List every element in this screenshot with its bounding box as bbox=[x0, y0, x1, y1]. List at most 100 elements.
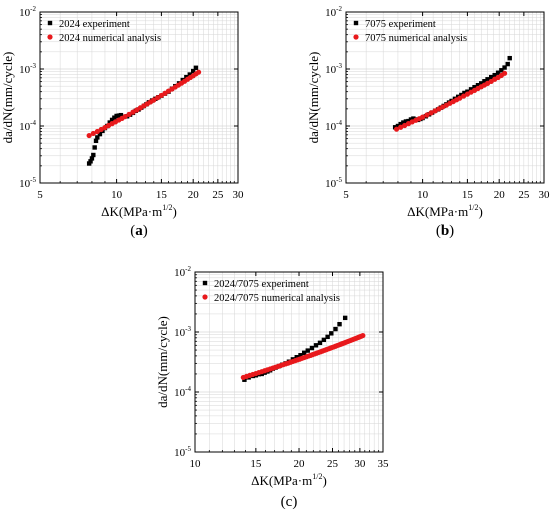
y-tick-label-exp: -4 bbox=[185, 385, 191, 393]
y-tick-label-base: 10 bbox=[19, 64, 31, 76]
data-point-circle bbox=[501, 70, 508, 76]
data-point-square bbox=[321, 337, 327, 343]
data-point-circle bbox=[424, 112, 430, 118]
panel-label: (c) bbox=[281, 494, 298, 510]
panel-label-paren: ( bbox=[130, 223, 135, 239]
data-point-square bbox=[468, 87, 474, 92]
legend: 7075 experiment 7075 numerical analysis bbox=[353, 19, 467, 44]
series-2 bbox=[393, 70, 508, 132]
x-tick-label: 5 bbox=[343, 189, 349, 201]
data-point-square bbox=[317, 340, 323, 346]
x-tick-label: 25 bbox=[327, 458, 339, 470]
plot-frame bbox=[39, 11, 239, 184]
y-tick-label-base: 10 bbox=[325, 7, 337, 19]
chart-panel-1: 5 10 15 20 25 3010-510-410-310-2da/dN(mm/cycl… bbox=[0, 5, 244, 239]
legend-marker-square bbox=[47, 20, 53, 26]
data-point-circle bbox=[393, 126, 400, 132]
legend-marker-circle bbox=[202, 294, 208, 300]
x-axis-label-sup: 1/2 bbox=[468, 203, 478, 212]
data-point-circle bbox=[457, 95, 463, 101]
data-point-square bbox=[492, 72, 497, 78]
x-tick-label: 10 bbox=[190, 458, 202, 470]
x-axis-label: ΔK(MPa·m1/2) bbox=[101, 203, 177, 219]
grid bbox=[345, 12, 545, 184]
y-tick-label-base: 10 bbox=[174, 267, 186, 279]
data-point-square bbox=[190, 68, 196, 74]
x-tick-label: 15 bbox=[250, 458, 262, 470]
x-tick-label: 25 bbox=[518, 189, 530, 201]
data-point-square bbox=[495, 70, 501, 75]
data-point-square bbox=[329, 331, 334, 336]
x-tick-label: 30 bbox=[233, 189, 245, 201]
y-tick-label-exp: -3 bbox=[30, 62, 36, 70]
y-tick-label-exp: -4 bbox=[30, 119, 36, 127]
data-point-square bbox=[482, 79, 487, 84]
plot-frame bbox=[345, 11, 545, 184]
data-point-square bbox=[485, 77, 490, 82]
data-point-circle bbox=[432, 108, 438, 114]
y-tick-label-base: 10 bbox=[325, 121, 337, 133]
x-axis-label-main: ΔK(MPa·m bbox=[251, 473, 312, 488]
x-tick-label: 5 bbox=[37, 189, 43, 201]
series-2 bbox=[240, 332, 366, 381]
y-tick-label-exp: -4 bbox=[336, 119, 342, 127]
x-tick-label: 35 bbox=[378, 458, 390, 470]
panel-label-text: (c) bbox=[281, 494, 298, 510]
data-point-square bbox=[294, 355, 299, 360]
data-point-square bbox=[408, 117, 414, 122]
legend-marker-circle bbox=[47, 34, 53, 40]
data-point-square bbox=[97, 131, 103, 137]
data-point-circle bbox=[419, 114, 426, 120]
y-tick-label: 10-4 bbox=[174, 385, 191, 399]
y-tick-label-exp: -5 bbox=[336, 176, 342, 184]
data-point-circle bbox=[428, 110, 434, 116]
panel-label-paren: ) bbox=[449, 223, 454, 239]
y-axis-label: da/dN(mm/cycle) bbox=[0, 52, 15, 144]
y-tick-label-base: 10 bbox=[19, 178, 31, 190]
data-point-square bbox=[411, 116, 416, 121]
data-point-circle bbox=[195, 69, 202, 75]
data-point-square bbox=[475, 82, 481, 88]
data-point-square bbox=[118, 112, 124, 118]
data-point-circle bbox=[86, 132, 92, 139]
grid bbox=[39, 12, 239, 184]
panel-label: (a) bbox=[130, 223, 148, 239]
panel-label-paren: ( bbox=[436, 223, 441, 239]
y-tick-label-exp: -2 bbox=[30, 5, 36, 13]
legend-label: 2024 numerical analysis bbox=[59, 33, 161, 44]
data-point-circle bbox=[122, 114, 128, 120]
y-tick-label-exp: -3 bbox=[336, 62, 342, 70]
x-tick-label: 10 bbox=[417, 189, 429, 201]
data-point-square bbox=[337, 321, 342, 327]
y-tick-label: 10-2 bbox=[174, 265, 191, 279]
data-point-square bbox=[401, 120, 406, 125]
data-point-circle bbox=[126, 111, 132, 117]
legend-label: 7075 experiment bbox=[365, 19, 436, 30]
x-axis-label-sup: 1/2 bbox=[162, 203, 172, 212]
x-tick-label: 20 bbox=[494, 189, 506, 201]
data-point-square bbox=[479, 81, 484, 86]
panel-label: (b) bbox=[436, 223, 454, 239]
data-point-square bbox=[112, 115, 117, 120]
y-tick-label-exp: -5 bbox=[30, 176, 36, 184]
data-point-square bbox=[313, 343, 319, 348]
plot-frame bbox=[194, 271, 384, 453]
y-tick-label: 10-5 bbox=[174, 445, 191, 459]
data-point-square bbox=[499, 68, 504, 73]
x-tick-label: 30 bbox=[354, 458, 366, 470]
y-tick-label-exp: -5 bbox=[185, 445, 191, 453]
x-axis-label-main: ΔK(MPa·m bbox=[101, 204, 162, 219]
x-tick-label: 20 bbox=[294, 458, 306, 470]
y-tick-label-base: 10 bbox=[19, 121, 31, 133]
y-axis-label: da/dN(mm/cycle) bbox=[306, 52, 321, 144]
x-axis-label-close: ) bbox=[478, 204, 482, 219]
legend-label: 2024/7075 experiment bbox=[214, 279, 309, 290]
y-tick-label: 10-4 bbox=[19, 119, 36, 133]
legend-marker-circle bbox=[353, 34, 359, 40]
chart-panel-2: 5 10 15 20 25 3010-510-410-310-2da/dN(mm/cycl… bbox=[306, 5, 550, 239]
y-tick-label-exp: -2 bbox=[336, 5, 342, 13]
data-point-circle bbox=[155, 95, 161, 101]
data-point-circle bbox=[94, 128, 100, 135]
data-point-circle bbox=[90, 130, 96, 137]
panel-label-letter: b bbox=[441, 223, 449, 239]
